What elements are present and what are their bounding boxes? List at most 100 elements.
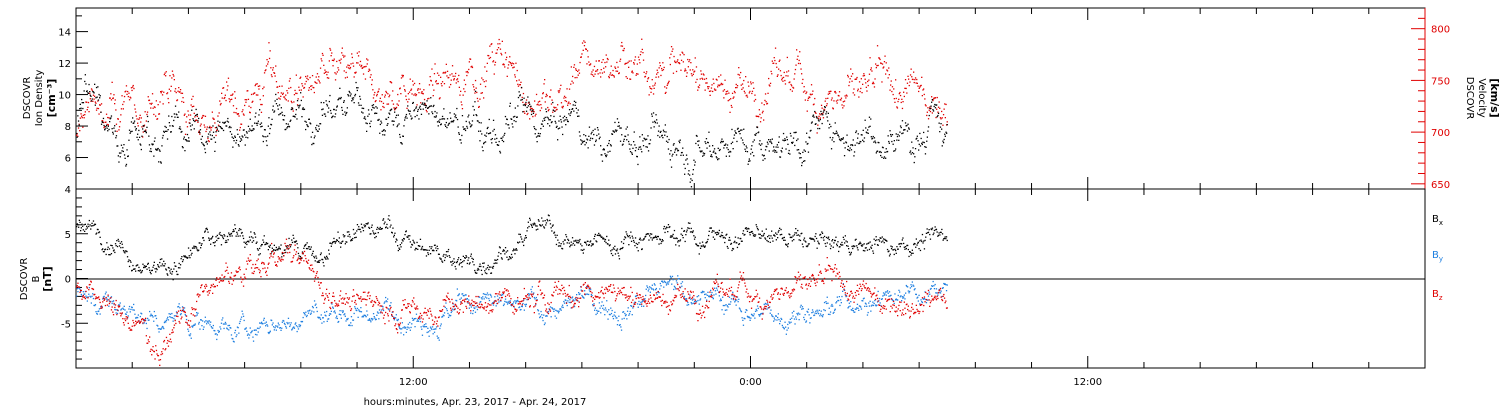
data-point-by <box>222 323 225 325</box>
data-point-velocity <box>710 87 713 89</box>
data-point-ion-density <box>239 136 241 138</box>
data-point-bx <box>455 268 457 270</box>
data-point-velocity <box>263 86 265 88</box>
data-point-bx <box>171 273 173 275</box>
data-point-by <box>246 334 249 336</box>
data-point-ion-density <box>667 148 670 150</box>
data-point-by <box>342 311 344 314</box>
data-point-bx <box>403 237 405 240</box>
data-point-bx <box>702 244 704 246</box>
data-point-bx <box>437 248 439 250</box>
data-point-ion-density <box>411 117 413 119</box>
data-point-bx <box>783 236 785 239</box>
data-point-by <box>527 298 529 301</box>
data-point-velocity <box>249 112 251 114</box>
data-point-ion-density <box>390 108 393 110</box>
data-point-ion-density <box>745 145 747 147</box>
data-point-bx <box>873 238 875 240</box>
data-point-ion-density <box>343 101 345 103</box>
data-point-bx <box>541 224 544 226</box>
data-point-bx <box>424 249 426 251</box>
data-point-by <box>277 326 279 328</box>
data-point-by <box>447 316 450 318</box>
data-point-by <box>173 317 175 320</box>
data-point-bx <box>338 240 340 243</box>
data-point-velocity <box>834 90 836 93</box>
data-point-ion-density <box>749 160 751 162</box>
data-point-bx <box>422 248 424 251</box>
data-point-by <box>360 311 363 313</box>
data-point-bx <box>655 236 657 238</box>
data-point-by <box>330 313 332 315</box>
data-point-velocity <box>675 61 677 64</box>
data-point-ion-density <box>511 123 513 125</box>
data-point-by <box>147 319 149 321</box>
data-point-by <box>290 322 292 324</box>
data-point-velocity <box>860 87 862 90</box>
data-point-ion-density <box>446 126 448 129</box>
data-point-bx <box>881 236 883 238</box>
data-point-ion-density <box>599 136 601 138</box>
data-point-bx <box>738 243 741 245</box>
data-point-by <box>409 329 411 331</box>
data-point-ion-density <box>151 143 153 145</box>
data-point-velocity <box>750 83 752 85</box>
data-point-velocity <box>907 75 909 77</box>
data-point-bx <box>917 242 919 244</box>
data-point-bx <box>878 240 881 242</box>
data-point-bx <box>738 243 740 246</box>
data-point-velocity <box>452 75 454 77</box>
data-point-by <box>458 294 460 296</box>
data-point-bx <box>402 240 404 242</box>
data-point-by <box>468 299 470 301</box>
data-point-velocity <box>316 82 318 84</box>
data-point-ion-density <box>695 142 697 145</box>
data-point-ion-density <box>631 152 633 154</box>
data-point-bx <box>515 249 517 251</box>
data-point-ion-density <box>205 141 207 143</box>
data-point-ion-density <box>621 134 623 136</box>
data-point-bx <box>126 250 128 253</box>
data-point-velocity <box>456 79 458 81</box>
data-point-by <box>204 321 206 323</box>
data-point-by <box>404 327 406 329</box>
data-point-bx <box>612 254 614 257</box>
data-point-by <box>370 317 373 320</box>
data-point-velocity <box>868 79 870 81</box>
data-point-ion-density <box>534 133 536 135</box>
data-point-ion-density <box>84 74 86 76</box>
data-point-bx <box>362 230 365 232</box>
data-point-bx <box>77 224 79 226</box>
data-point-velocity <box>432 84 434 86</box>
data-point-by <box>399 328 401 330</box>
data-point-by <box>223 327 225 330</box>
data-point-by <box>539 315 542 318</box>
data-point-by <box>152 316 154 318</box>
data-point-ion-density <box>115 137 117 139</box>
data-point-bx <box>537 228 539 230</box>
data-point-velocity <box>154 106 156 109</box>
data-point-velocity <box>621 41 623 44</box>
data-point-by <box>325 315 327 317</box>
data-point-ion-density <box>853 151 856 153</box>
data-point-by <box>368 318 371 320</box>
data-point-velocity <box>278 97 280 99</box>
data-point-velocity <box>920 84 922 87</box>
velocity-axis-label-line2: Velocity <box>1476 78 1487 117</box>
data-point-velocity <box>613 76 615 78</box>
data-point-by <box>149 315 151 317</box>
data-point-by <box>555 309 557 311</box>
data-point-ion-density <box>453 113 455 115</box>
data-point-ion-density <box>606 154 608 156</box>
data-point-ion-density <box>446 118 449 120</box>
data-point-bx <box>675 237 678 239</box>
data-point-by <box>128 305 131 308</box>
data-point-bx <box>506 256 508 258</box>
data-point-velocity <box>162 103 164 105</box>
data-point-velocity <box>658 67 660 69</box>
data-point-ion-density <box>277 108 279 110</box>
data-point-velocity <box>490 43 492 46</box>
data-point-bx <box>192 247 194 249</box>
data-point-ion-density <box>718 158 720 160</box>
data-point-ion-density <box>132 117 134 119</box>
